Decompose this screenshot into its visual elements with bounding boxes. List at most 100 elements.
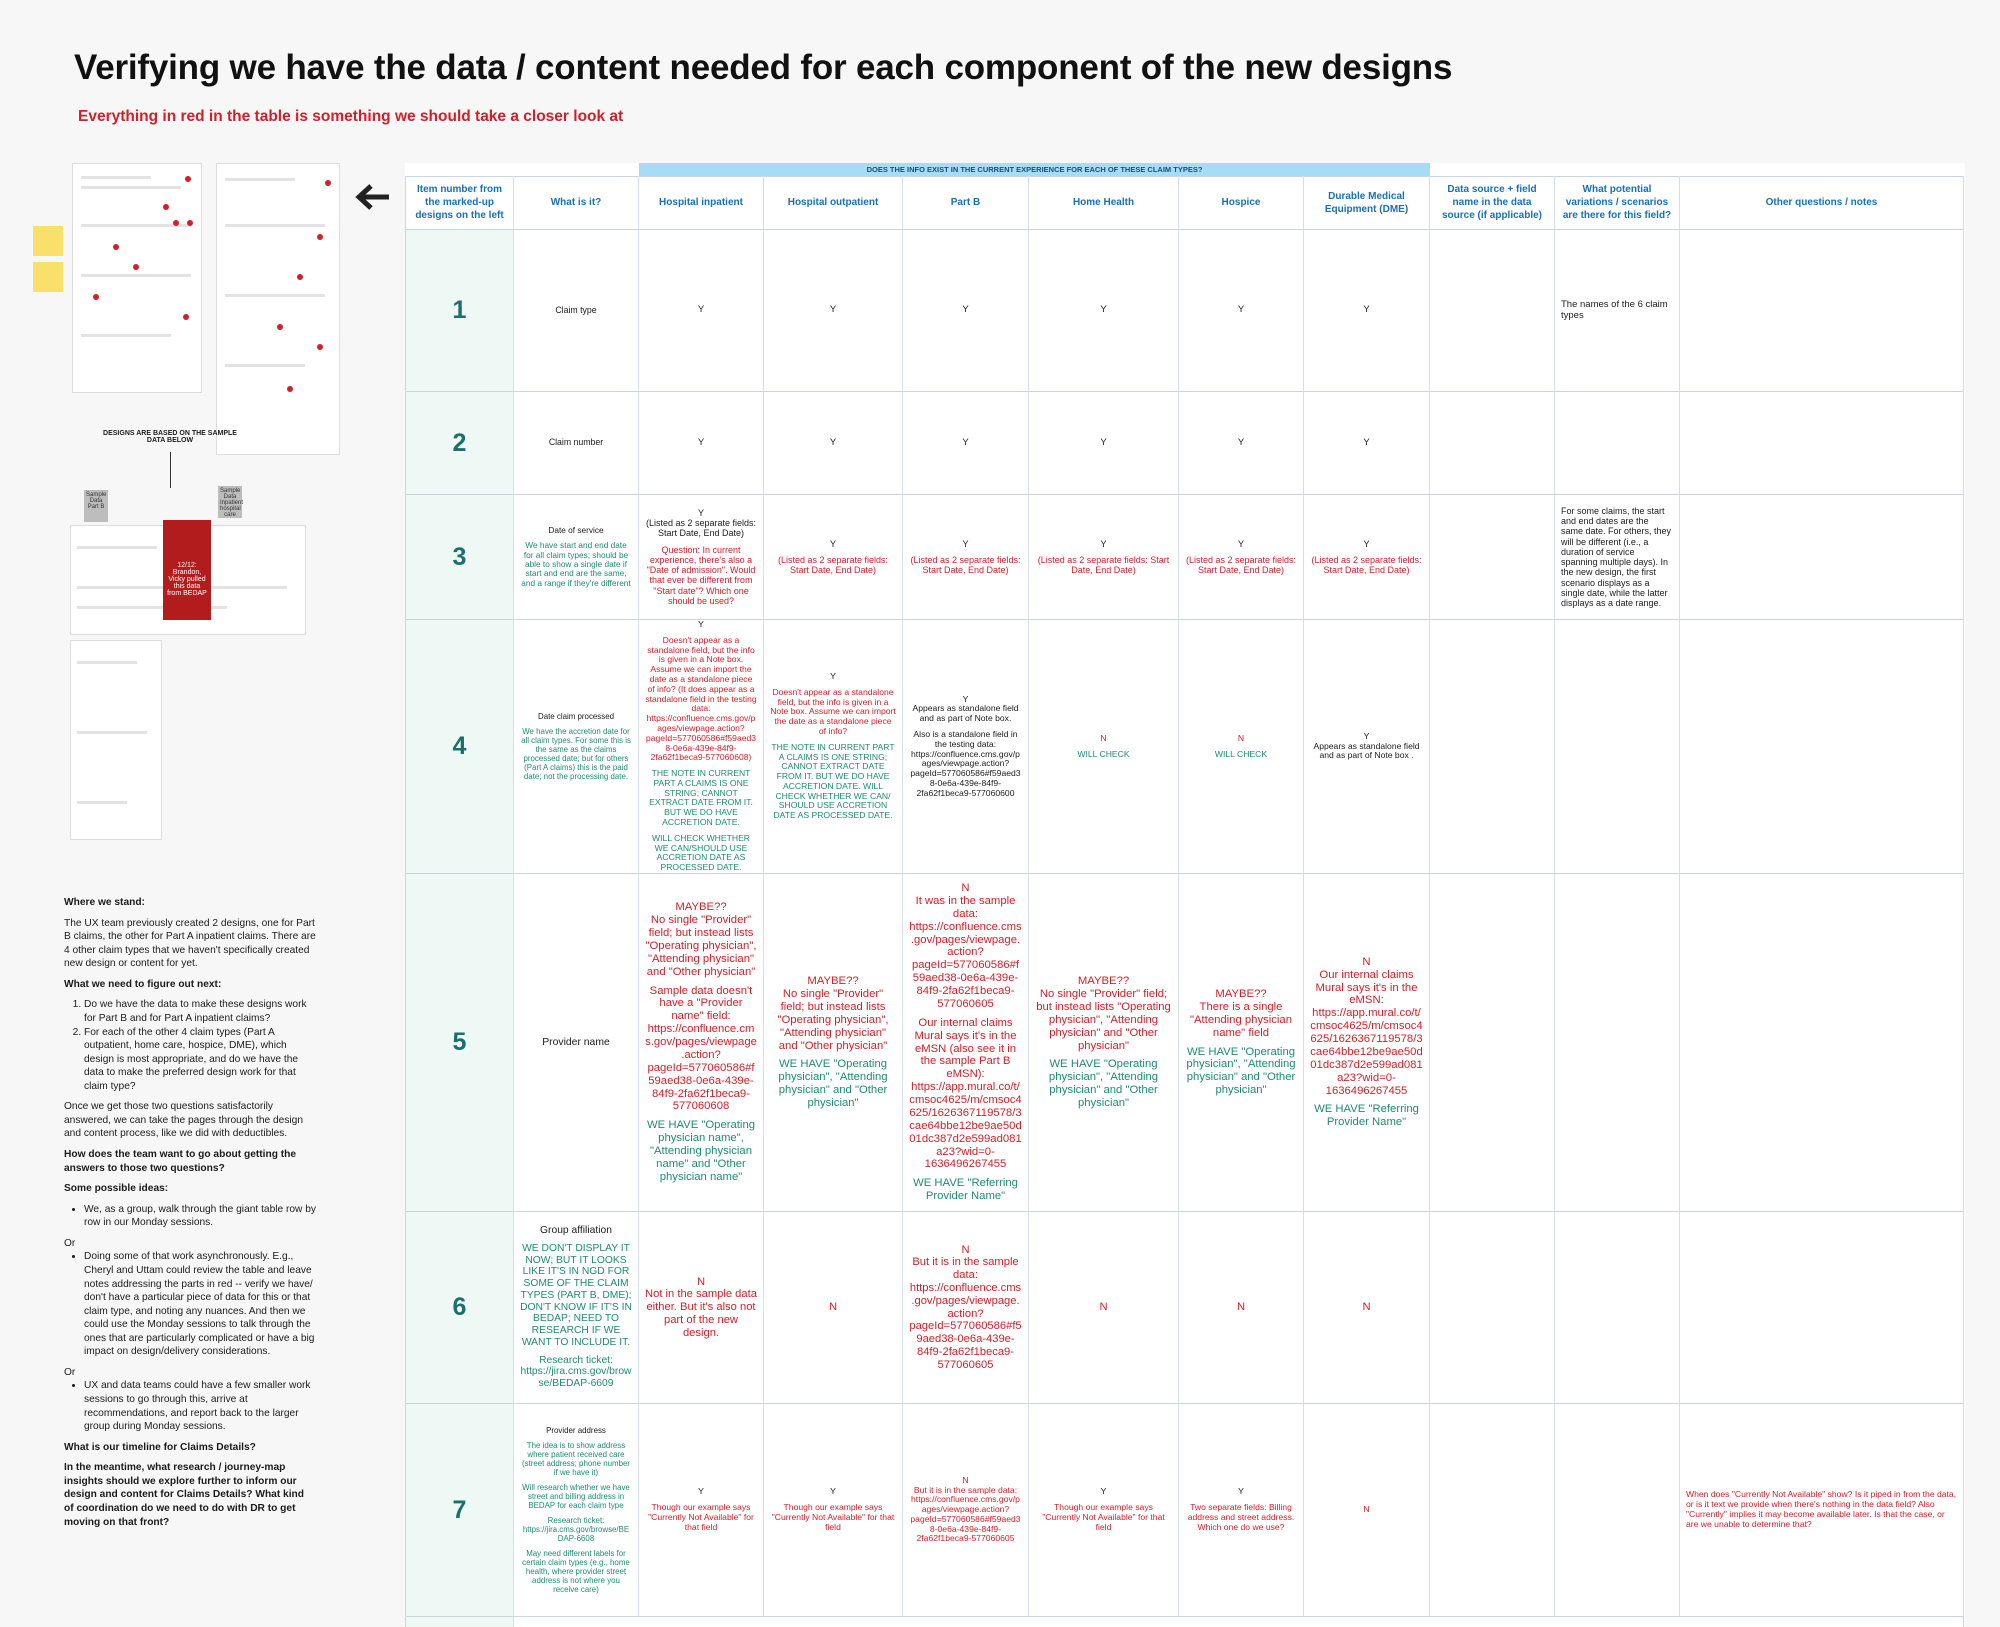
table-cell: Y bbox=[1029, 230, 1179, 392]
cell-text: N bbox=[1362, 1301, 1371, 1314]
cell-text: Y bbox=[830, 670, 836, 681]
table-cell: Date claim processed We have the accretio… bbox=[514, 620, 639, 874]
table-cell: Y Though our example says "Currently Not … bbox=[764, 1404, 903, 1617]
table-cell: N Not in the sample data either. But it'… bbox=[639, 1212, 764, 1404]
table-cell: Y bbox=[903, 230, 1029, 392]
cell-text: Y Appears as standalone field and as par… bbox=[912, 693, 1019, 724]
note-item: Doing some of that work asynchronously. … bbox=[84, 1250, 316, 1359]
cell-text: Y bbox=[698, 1486, 704, 1497]
column-header: What potential variations / scenarios ar… bbox=[1555, 176, 1680, 230]
cell-text: WE DON'T DISPLAY IT NOW; BUT IT LOOKS LI… bbox=[520, 1242, 632, 1348]
table-cell bbox=[1555, 1212, 1680, 1404]
cell-text: MAYBE?? No single "Provider" field; but … bbox=[777, 975, 889, 1052]
cell-text: Y bbox=[830, 1486, 836, 1497]
table-cell: 4 bbox=[406, 620, 514, 874]
connector bbox=[170, 452, 171, 488]
table-cell: 3 bbox=[406, 495, 514, 620]
cell-text: (Listed as 2 separate fields: Start Date… bbox=[777, 554, 889, 576]
cell-text: Y bbox=[829, 304, 837, 316]
table-cell: Y (Listed as 2 separate fields: Start Dat… bbox=[1029, 495, 1179, 620]
cell-text: (Listed as 2 separate fields: Start Date… bbox=[910, 554, 1021, 576]
cell-text: Claim type bbox=[555, 304, 597, 315]
cell-text: The names of the 6 claim types bbox=[1561, 298, 1668, 321]
table-cell: Y Two separate fields: Billing address an… bbox=[1179, 1404, 1304, 1617]
design-thumbnail bbox=[216, 163, 340, 455]
table-cell bbox=[1555, 620, 1680, 874]
table-cell: Group affiliation WE DON'T DISPLAY IT NOW… bbox=[514, 1212, 639, 1404]
row-number: 6 bbox=[452, 1293, 467, 1322]
table-cell: Y Appears as standalone field and as par… bbox=[903, 620, 1029, 874]
table-cell: 7 bbox=[406, 1404, 514, 1617]
table-cell: Y Doesn't appear as a standalone field, b… bbox=[764, 620, 903, 874]
table-cell: N bbox=[1029, 1212, 1179, 1404]
cell-text: Research ticket: https://jira.cms.gov/br… bbox=[520, 1354, 632, 1390]
cell-text: WILL CHECK bbox=[1214, 748, 1268, 759]
cell-text: The idea is to show address where patien… bbox=[521, 1441, 631, 1477]
note-paragraph: Once we get those two questions satisfac… bbox=[64, 1101, 304, 1140]
table-cell: For some claims, the start and end dates… bbox=[1555, 495, 1680, 620]
note-list: Doing some of that work asynchronously. … bbox=[64, 1250, 316, 1359]
cell-text: N bbox=[1236, 1301, 1246, 1314]
note-list: Do we have the data to make these design… bbox=[64, 998, 316, 1093]
row-number: 4 bbox=[452, 732, 467, 761]
column-header: Item number from the marked-up designs o… bbox=[406, 176, 514, 230]
cell-text: Y bbox=[962, 436, 969, 448]
cell-text: Though our example says "Currently Not A… bbox=[648, 1502, 754, 1532]
table-cell: N WILL CHECK bbox=[1179, 620, 1304, 874]
note-heading: How does the team want to go about getti… bbox=[64, 1149, 297, 1174]
cell-text: Y bbox=[1237, 436, 1245, 448]
cell-text: Doesn't appear as a standalone field, bu… bbox=[645, 634, 757, 763]
table-cell: Y (Listed as 2 separate fields: Start Dat… bbox=[1179, 495, 1304, 620]
note-item: We, as a group, walk through the giant t… bbox=[84, 1203, 316, 1230]
cell-text: Y bbox=[697, 304, 705, 316]
cell-text: Y bbox=[1100, 538, 1107, 549]
cell-text: Date claim processed bbox=[537, 712, 615, 721]
cell-text: N It was in the sample data: https://con… bbox=[909, 882, 1022, 1010]
sample-label: Sample Data Part B bbox=[84, 490, 108, 522]
cell-text: MAYBE?? No single "Provider" field; but … bbox=[645, 901, 757, 978]
cell-text: Y bbox=[1100, 304, 1107, 316]
table-cell: Y Doesn't appear as a standalone field, b… bbox=[639, 620, 764, 874]
cell-text: WE HAVE "Referring Provider Name" bbox=[1314, 1103, 1419, 1129]
sticky-note bbox=[33, 226, 63, 256]
cell-text: N bbox=[1363, 1504, 1370, 1515]
table-cell: Date of service We have start and end dat… bbox=[514, 495, 639, 620]
cell-text: Group affiliation bbox=[540, 1225, 612, 1237]
table-cell bbox=[1555, 874, 1680, 1212]
table-cell: Y bbox=[764, 230, 903, 392]
cell-text: Y bbox=[1363, 538, 1370, 549]
cell-text: Y bbox=[1100, 1486, 1107, 1497]
note-item: For each of the other 4 claim types (Par… bbox=[84, 1026, 316, 1094]
table-cell: N But it is in the sample data: https://… bbox=[903, 1404, 1029, 1617]
cell-text: Y (Listed as 2 separate fields: Start Da… bbox=[645, 507, 757, 539]
table-cell bbox=[1430, 1212, 1555, 1404]
column-header: Data source + field name in the data sou… bbox=[1430, 176, 1555, 230]
table-cell: 2 bbox=[406, 392, 514, 495]
table-cell: Y bbox=[764, 392, 903, 495]
cell-text: Y bbox=[1238, 1486, 1244, 1497]
cell-text: Research ticket: https://jira.cms.gov/br… bbox=[522, 1516, 630, 1543]
table-cell: N Our internal claims Mural says it's in… bbox=[1304, 874, 1430, 1212]
column-header: Home Health bbox=[1029, 176, 1179, 230]
sticky-note bbox=[33, 262, 63, 292]
cell-text: WE HAVE "Operating physician", "Attendin… bbox=[778, 1058, 888, 1109]
table-cell bbox=[1680, 392, 1964, 495]
note-heading: In the meantime, what research / journey… bbox=[64, 1462, 304, 1528]
cell-text: Y bbox=[829, 436, 837, 448]
cell-text: MAYBE?? There is a single "Attending phy… bbox=[1190, 988, 1292, 1039]
cell-text: We have start and end date for all claim… bbox=[521, 541, 631, 588]
cell-text: N bbox=[828, 1301, 838, 1314]
note-card: 12/12: Brandon, Vicky pulled this data f… bbox=[163, 520, 211, 620]
table-cell bbox=[1680, 620, 1964, 874]
cell-text: Our internal claims Mural says it's in t… bbox=[909, 1016, 1022, 1171]
note-item: UX and data teams could have a few small… bbox=[84, 1379, 316, 1433]
table-cell: The names of the 6 claim types bbox=[1555, 230, 1680, 392]
cell-text: WE HAVE "Operating physician", "Attendin… bbox=[1048, 1058, 1159, 1109]
cell-text: WILL CHECK bbox=[1077, 748, 1130, 759]
cell-text: WE HAVE "Referring Provider Name" bbox=[913, 1177, 1018, 1203]
cell-text: Y bbox=[697, 436, 705, 448]
table-cell: MAYBE?? No single "Provider" field; but … bbox=[1029, 874, 1179, 1212]
cell-text: Two separate fields: Billing address and… bbox=[1187, 1502, 1295, 1532]
thumbnail-caption: Designs are based on the sample data bel… bbox=[103, 430, 237, 444]
note-or: Or bbox=[64, 1237, 76, 1249]
